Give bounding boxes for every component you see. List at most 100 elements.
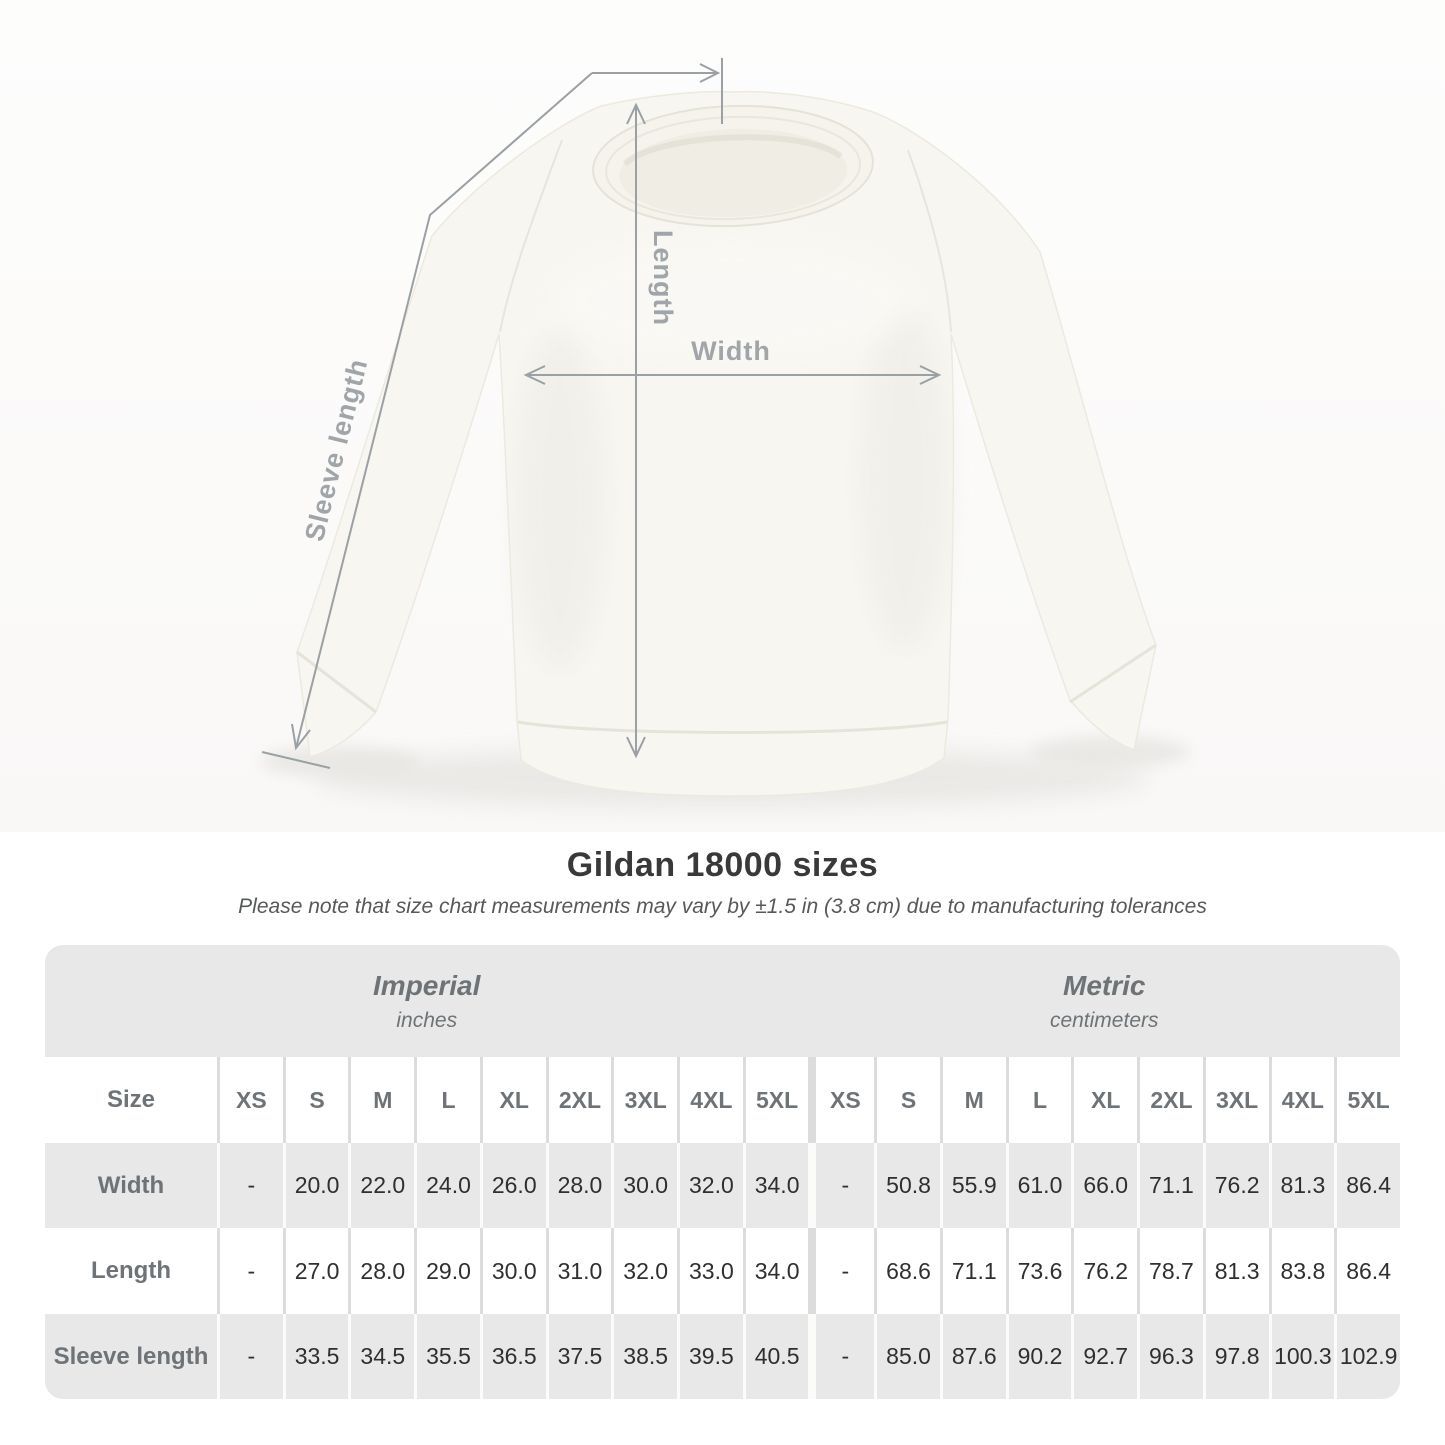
table-cell: 66.0	[1071, 1143, 1138, 1228]
size-header-imperial-l: L	[414, 1057, 480, 1143]
size-header-imperial-s: S	[282, 1057, 349, 1143]
table-cell: 33.0	[677, 1228, 743, 1314]
imperial-title: Imperial	[373, 969, 481, 1001]
size-header-metric-xs: XS	[808, 1057, 875, 1143]
size-header-metric-5xl: 5XL	[1334, 1057, 1400, 1143]
measure-row-length: Length -27.0 28.0 29.0 30.0 31.0 32.0 33.0 34.0-…	[45, 1228, 1400, 1314]
table-cell: 35.5	[414, 1314, 480, 1399]
table-cell: 71.1	[1137, 1143, 1203, 1228]
table-cell: 33.5	[282, 1314, 349, 1399]
table-cell: 30.0	[611, 1143, 678, 1228]
tolerance-note: Please note that size chart measurements…	[238, 895, 1207, 918]
size-header-imperial-3xl: 3XL	[611, 1057, 678, 1143]
table-cell: 32.0	[611, 1228, 678, 1314]
table-cell: 28.0	[348, 1228, 415, 1314]
page-title: Gildan 18000 sizes	[566, 846, 879, 884]
table-cell: 34.5	[348, 1314, 415, 1399]
table-cell: -	[808, 1228, 875, 1314]
metric-header: Metric centimeters	[808, 945, 1400, 1057]
size-header-imperial-xs: XS	[217, 1057, 283, 1143]
size-header-metric-3xl: 3XL	[1202, 1057, 1269, 1143]
table-cell: 28.0	[545, 1143, 612, 1228]
size-header-imperial-4xl: 4XL	[677, 1057, 743, 1143]
table-cell: 20.0	[282, 1143, 349, 1228]
length-label: Length	[648, 230, 678, 326]
measure-row-sleeve-length: Sleeve length -33.5 34.5 35.5 36.5 37.5 38.5 39…	[45, 1314, 1400, 1399]
sweatshirt-diagram: Length Width Sleeve length	[260, 58, 1190, 808]
metric-unit: centimeters	[1049, 1008, 1159, 1032]
table-cell: -	[808, 1314, 875, 1399]
table-cell: 50.8	[874, 1143, 940, 1228]
table-cell: 100.3	[1268, 1314, 1335, 1399]
size-header-metric-4xl: 4XL	[1268, 1057, 1335, 1143]
table-cell: 34.0	[742, 1228, 809, 1314]
table-cell: 76.2	[1071, 1228, 1138, 1314]
size-header-row: Size XS S M L XL 2XL 3XL 4XL 5XL XS S M L XL 2XL 3XL 4XL 5…	[45, 1057, 1400, 1143]
width-label: Width	[691, 336, 771, 366]
table-cell: 92.7	[1071, 1314, 1138, 1399]
table-cell: 36.5	[479, 1314, 546, 1399]
table-cell: 39.5	[677, 1314, 743, 1399]
table-cell: 24.0	[414, 1143, 480, 1228]
imperial-unit: inches	[396, 1008, 458, 1032]
table-cell: 102.9	[1334, 1314, 1400, 1399]
table-cell: 32.0	[677, 1143, 743, 1228]
table-cell: 38.5	[611, 1314, 678, 1399]
size-header-imperial-2xl: 2XL	[545, 1057, 612, 1143]
unit-band-row: Imperial inches Metric centimeters	[45, 945, 1400, 1057]
size-header-imperial-5xl: 5XL	[742, 1057, 809, 1143]
table-cell: -	[217, 1314, 283, 1399]
table-cell: 81.3	[1268, 1143, 1335, 1228]
measure-row-width: Width -20.0 22.0 24.0 26.0 28.0 30.0 32.0 34.0-5…	[45, 1143, 1400, 1228]
table-cell: 27.0	[282, 1228, 349, 1314]
size-header-imperial-xl: XL	[479, 1057, 546, 1143]
table-cell: -	[808, 1143, 875, 1228]
length-arrow	[626, 102, 646, 759]
table-cell: 90.2	[1005, 1314, 1072, 1399]
table-cell: 55.9	[939, 1143, 1006, 1228]
collar	[592, 104, 874, 228]
table-cell: 34.0	[742, 1143, 809, 1228]
table-cell: 76.2	[1202, 1143, 1269, 1228]
table-cell: -	[217, 1228, 283, 1314]
table-cell: 97.8	[1202, 1314, 1269, 1399]
table-cell: 78.7	[1137, 1228, 1203, 1314]
table-cell: 71.1	[939, 1228, 1006, 1314]
size-header-metric-m: M	[939, 1057, 1006, 1143]
sleeve-length-arrow	[261, 58, 723, 769]
table-cell: 31.0	[545, 1228, 612, 1314]
table-cell: 87.6	[939, 1314, 1006, 1399]
table-cell: 22.0	[348, 1143, 415, 1228]
size-header-metric-l: L	[1005, 1057, 1072, 1143]
size-chart: Imperial inches Metric centimeters Size XS S M L…	[45, 945, 1400, 1399]
row-label: Length	[45, 1228, 217, 1314]
size-column-header: Size	[45, 1057, 217, 1143]
table-cell: 26.0	[479, 1143, 546, 1228]
table-cell: 83.8	[1268, 1228, 1335, 1314]
table-cell: 96.3	[1137, 1314, 1203, 1399]
table-cell: 86.4	[1334, 1143, 1400, 1228]
table-cell: 85.0	[874, 1314, 940, 1399]
row-label: Sleeve length	[45, 1314, 217, 1399]
product-photo-area: Length Width Sleeve length	[0, 0, 1445, 832]
table-cell: 37.5	[545, 1314, 612, 1399]
size-header-metric-2xl: 2XL	[1137, 1057, 1203, 1143]
table-cell: 68.6	[874, 1228, 940, 1314]
table-cell: 81.3	[1202, 1228, 1269, 1314]
imperial-header: Imperial inches	[45, 945, 809, 1057]
size-header-metric-s: S	[874, 1057, 940, 1143]
size-header-metric-xl: XL	[1071, 1057, 1138, 1143]
width-arrow	[523, 365, 942, 385]
table-cell: 73.6	[1005, 1228, 1072, 1314]
size-table: Imperial inches Metric centimeters Size XS S M L…	[45, 945, 1400, 1399]
metric-title: Metric	[1063, 969, 1146, 1001]
table-cell: 86.4	[1334, 1228, 1400, 1314]
table-cell: 40.5	[742, 1314, 809, 1399]
table-cell: 30.0	[479, 1228, 546, 1314]
table-cell: 29.0	[414, 1228, 480, 1314]
size-table-body: Imperial inches Metric centimeters Size XS S M L…	[45, 945, 1400, 1399]
sweatshirt-illustration	[296, 90, 1157, 797]
size-header-imperial-m: M	[348, 1057, 415, 1143]
table-cell: -	[217, 1143, 283, 1228]
table-cell: 61.0	[1005, 1143, 1072, 1228]
